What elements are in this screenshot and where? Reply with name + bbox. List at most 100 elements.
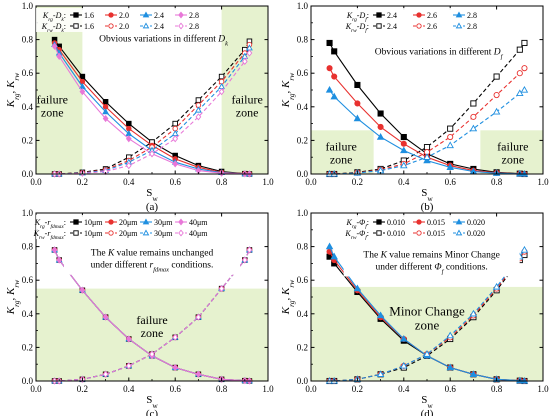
data-point-krg: [376, 133, 385, 140]
y-tick-label: 0.2: [22, 135, 33, 145]
text-run: K: [34, 218, 41, 227]
data-point-krw: [521, 39, 528, 47]
legend-row-label: Krw-Df:: [345, 22, 369, 34]
legend-marker: [73, 23, 79, 29]
text-run: D: [55, 11, 62, 20]
text-subscript: w: [427, 194, 433, 203]
series-line-krw-2: [329, 249, 525, 382]
data-point-krg: [326, 39, 333, 47]
data-point-krg: [51, 42, 58, 50]
data-point-krw: [446, 141, 454, 149]
annotation-text: under different Φf conditions.: [375, 261, 487, 275]
series-line-krw-3: [54, 249, 250, 382]
legend-marker: [376, 12, 382, 18]
legend-row-label: Krg-Df:: [346, 11, 369, 23]
text-run: K: [345, 22, 352, 31]
text-subscript: rw: [12, 73, 21, 81]
annotation-text: The K value remains unchanged: [91, 249, 214, 259]
data-point-krw: [470, 113, 477, 120]
text-run: conditions.: [443, 262, 487, 272]
text-run: K: [5, 306, 17, 315]
legend-entry-label: 20μm: [119, 229, 138, 238]
data-point-krg: [125, 335, 132, 343]
data-point-krw: [194, 106, 202, 113]
y-tick-label: 0.2: [297, 135, 308, 145]
x-tick-label: 0.8: [491, 177, 503, 187]
shaded-zone: [221, 6, 268, 174]
annotation-box: [343, 246, 520, 277]
data-point-krw: [423, 350, 431, 357]
text-run: under different: [91, 260, 150, 271]
text-run: :: [64, 218, 66, 227]
legend-entry-label: 10μm: [84, 218, 103, 227]
y-tick-label: 1.0: [297, 208, 309, 218]
text-subscript: rw: [351, 28, 357, 34]
legend-entry-label: 2.8: [189, 11, 199, 20]
data-point-krg: [376, 311, 385, 319]
data-point-krg: [326, 65, 333, 72]
y-tick-label: 0.8: [22, 242, 34, 252]
text-run: K: [346, 218, 353, 227]
x-axis-label: Sw: [421, 394, 433, 410]
text-subscript: rg: [352, 17, 357, 23]
text-subscript: rg: [352, 224, 357, 230]
text-run: K: [280, 306, 292, 315]
y-tick-label: 0.4: [22, 309, 34, 319]
data-point-krw: [246, 49, 253, 57]
legend-entry-label: 0.020: [467, 229, 485, 238]
data-point-krw: [521, 65, 528, 72]
legend-row-label: Krw-Dk:: [41, 22, 66, 34]
text-run: :: [367, 229, 369, 238]
legend-marker: [178, 218, 184, 226]
legend-marker: [178, 229, 184, 237]
legend-entry-label: 0.010: [387, 218, 405, 227]
text-run: -: [356, 229, 359, 238]
x-tick-label: 1.0: [262, 177, 274, 187]
text-run: value remains unchanged: [114, 249, 213, 259]
x-axis-label: Sw: [146, 187, 158, 203]
zone-label: Minor Change: [389, 303, 465, 318]
x-tick-label: 0.2: [352, 177, 363, 187]
legend-entry-label: 2.6: [427, 11, 437, 20]
text-run: K: [33, 229, 40, 238]
legend-entry-label: 2.4: [154, 22, 164, 31]
data-point-krg: [353, 284, 362, 292]
legend-background: [339, 8, 489, 32]
x-axis-label: Sw: [146, 394, 158, 410]
text-run: -: [53, 11, 56, 20]
text-run: K: [280, 287, 292, 296]
y-tick-label: 0.8: [297, 35, 309, 45]
legend-marker: [416, 230, 422, 236]
x-axis-label: Sw: [421, 187, 433, 203]
y-tick-label: 0.6: [22, 68, 34, 78]
text-run: :: [64, 22, 66, 31]
data-point-krg: [102, 313, 109, 321]
text-subscript: rw: [351, 235, 357, 241]
x-tick-label: 0.0: [305, 177, 317, 187]
data-point-krg: [331, 73, 338, 80]
y-axis-label: Krg, Krw: [280, 73, 296, 108]
text-subscript: rg: [12, 93, 21, 100]
legend-entry-label: 2.6: [427, 22, 437, 31]
text-subscript: rw: [47, 28, 53, 34]
legend-marker: [178, 11, 184, 19]
text-run: K: [346, 11, 353, 20]
y-tick-label: 0.4: [297, 102, 309, 112]
text-run: K: [380, 250, 388, 260]
x-tick-label: 1.0: [537, 177, 549, 187]
shaded-zone: [311, 286, 543, 381]
x-tick-label: 0.6: [445, 384, 457, 394]
text-run: Φ: [434, 262, 441, 272]
y-tick-label: 0.4: [297, 309, 309, 319]
data-point-krw: [149, 150, 155, 158]
data-point-krw: [149, 350, 155, 358]
legend-entry-label: 40μm: [189, 229, 208, 238]
text-run: :: [64, 11, 66, 20]
data-point-krg: [102, 99, 109, 105]
data-point-krw: [172, 135, 179, 143]
legend-row-label: Krw-rfdmax:: [33, 229, 66, 241]
text-run: ,: [5, 88, 17, 94]
data-point-krw: [493, 73, 500, 80]
